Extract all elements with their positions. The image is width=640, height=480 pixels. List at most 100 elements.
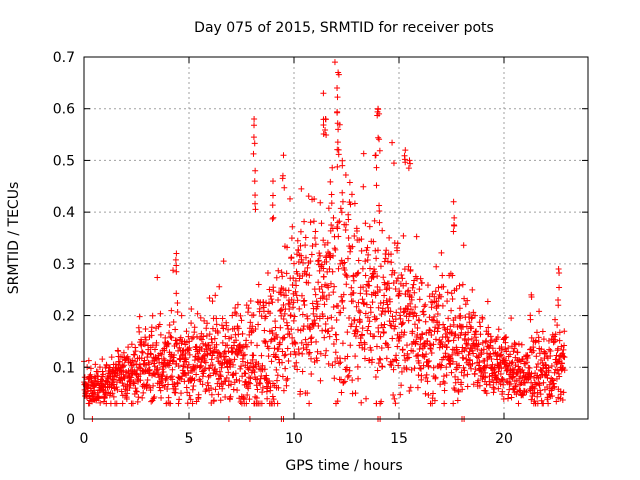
- data-point: [233, 310, 240, 317]
- data-point: [402, 147, 409, 154]
- data-point: [374, 273, 381, 280]
- data-point: [406, 157, 413, 164]
- data-point: [559, 397, 566, 404]
- data-point: [555, 297, 562, 304]
- data-point: [507, 380, 514, 387]
- y-tick-label: 0.5: [53, 153, 75, 169]
- data-point: [398, 382, 405, 389]
- data-point: [376, 355, 383, 362]
- data-point: [532, 337, 539, 344]
- data-point: [247, 380, 254, 387]
- data-point: [449, 295, 456, 302]
- data-point: [275, 384, 282, 391]
- data-point: [156, 321, 163, 328]
- data-point: [386, 298, 393, 305]
- data-point: [552, 336, 559, 343]
- data-point: [476, 359, 483, 366]
- data-point: [153, 339, 160, 346]
- data-point: [523, 353, 530, 360]
- data-point: [311, 195, 318, 202]
- data-point: [516, 357, 523, 364]
- data-point: [234, 387, 241, 394]
- data-point: [278, 269, 285, 276]
- data-point: [422, 374, 429, 381]
- data-point: [239, 373, 246, 380]
- data-point: [279, 359, 286, 366]
- data-point: [305, 341, 312, 348]
- data-point: [284, 375, 291, 382]
- data-point: [551, 369, 558, 376]
- data-point: [186, 392, 193, 399]
- data-point: [273, 274, 280, 281]
- data-point: [299, 350, 306, 357]
- data-point: [316, 250, 323, 257]
- data-point: [516, 387, 523, 394]
- data-point: [219, 339, 226, 346]
- data-point: [258, 352, 265, 359]
- data-point: [390, 392, 397, 399]
- data-point: [317, 252, 324, 259]
- data-point: [350, 289, 357, 296]
- data-point: [338, 376, 345, 383]
- data-point: [372, 152, 379, 159]
- data-point: [316, 267, 323, 274]
- data-point: [377, 356, 384, 363]
- data-point: [450, 321, 457, 328]
- data-point: [154, 274, 161, 281]
- data-point: [280, 315, 287, 322]
- data-point: [423, 371, 430, 378]
- data-point: [312, 291, 319, 298]
- data-point: [334, 139, 341, 146]
- data-point: [159, 372, 166, 379]
- data-point: [274, 372, 281, 379]
- data-point: [407, 384, 414, 391]
- data-point: [293, 359, 300, 366]
- data-point: [237, 365, 244, 372]
- data-point: [395, 362, 402, 369]
- data-point: [390, 366, 397, 373]
- data-point: [281, 184, 288, 191]
- data-point: [335, 302, 342, 309]
- data-point: [383, 355, 390, 362]
- data-point: [308, 251, 315, 258]
- data-point: [325, 360, 332, 367]
- data-point: [271, 345, 278, 352]
- data-point: [184, 346, 191, 353]
- data-point: [561, 328, 568, 335]
- data-point: [268, 296, 275, 303]
- data-point: [312, 320, 319, 327]
- data-point: [133, 388, 140, 395]
- data-point: [312, 235, 318, 242]
- data-point: [443, 364, 450, 371]
- data-point: [435, 284, 442, 291]
- data-point: [546, 346, 553, 353]
- data-point: [299, 368, 306, 375]
- data-point: [167, 357, 174, 364]
- data-point: [133, 388, 140, 395]
- data-point: [388, 259, 395, 266]
- data-point: [372, 247, 379, 254]
- data-point: [399, 275, 406, 282]
- data-point: [342, 227, 349, 234]
- data-point: [208, 356, 215, 363]
- data-point: [335, 71, 342, 78]
- data-point: [136, 328, 143, 335]
- data-point: [229, 348, 236, 355]
- data-point: [369, 299, 376, 306]
- data-point: [309, 300, 316, 307]
- data-point: [490, 389, 497, 396]
- data-point: [334, 225, 341, 232]
- data-point: [353, 303, 360, 310]
- data-point: [556, 329, 563, 336]
- data-point: [217, 373, 224, 380]
- data-point: [110, 393, 117, 400]
- data-point: [484, 362, 491, 369]
- data-point: [286, 305, 293, 312]
- data-point: [464, 371, 471, 378]
- data-point: [318, 283, 325, 290]
- data-point: [247, 297, 254, 304]
- data-point: [385, 344, 392, 351]
- data-point: [441, 387, 448, 394]
- data-point: [345, 216, 352, 223]
- data-point: [251, 140, 258, 147]
